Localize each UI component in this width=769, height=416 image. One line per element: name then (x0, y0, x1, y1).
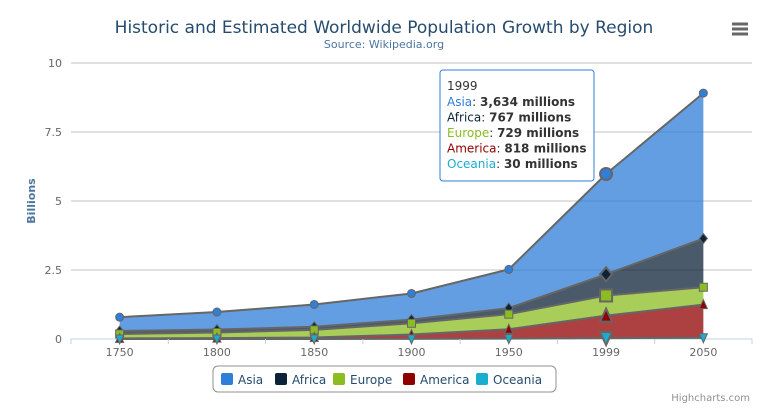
tooltip-value: 767 millions (489, 111, 571, 125)
legend-label[interactable]: Oceania (493, 373, 542, 387)
x-tick-label: 1750 (106, 346, 134, 359)
tooltip-box (439, 69, 595, 182)
chart-title: Historic and Estimated Worldwide Populat… (115, 18, 654, 38)
legend-item-asia[interactable]: Asia (221, 373, 263, 387)
area-asia (119, 93, 704, 332)
tooltip-row: Europe: 729 millions (447, 126, 579, 140)
legend-label[interactable]: America (420, 373, 470, 387)
point-america[interactable] (598, 306, 614, 323)
y-tick-label: 2.5 (45, 264, 63, 277)
tooltip-series-name: Europe (447, 126, 489, 140)
point-africa[interactable] (698, 232, 708, 245)
tooltip-colon: : (481, 111, 489, 125)
legend-swatch (221, 373, 233, 385)
legend-box (212, 365, 557, 393)
legend-swatch (333, 373, 345, 385)
point-oceania[interactable] (406, 334, 417, 346)
tooltip-series-name: Asia (447, 95, 472, 109)
point-europe[interactable] (504, 309, 514, 319)
tooltip-series-name: Africa (447, 111, 481, 125)
tooltip-header: 1999 (447, 79, 478, 93)
point-oceania[interactable] (309, 334, 319, 346)
tooltip-series-name: Oceania (447, 157, 496, 171)
point-america[interactable] (504, 323, 514, 334)
point-europe[interactable] (698, 282, 708, 292)
point-asia[interactable] (309, 299, 319, 309)
tooltip-value: 3,634 millions (480, 95, 575, 109)
tooltip-row: Africa: 767 millions (447, 111, 571, 125)
point-asia[interactable] (212, 307, 222, 317)
legend-swatch (403, 373, 415, 385)
tooltip-series-name: America (447, 142, 497, 156)
legend-label[interactable]: Europe (350, 373, 392, 387)
area-africa (119, 238, 704, 334)
y-tick-label: 0 (55, 333, 62, 346)
tooltip-value: 818 millions (504, 142, 586, 156)
x-tick-label: 2050 (689, 346, 717, 359)
point-asia[interactable] (504, 264, 514, 274)
point-asia[interactable] (698, 88, 708, 98)
tooltip-colon: : (497, 142, 505, 156)
tooltip-value: 30 millions (504, 157, 578, 171)
point-america[interactable] (698, 298, 709, 310)
y-tick-label: 10 (48, 57, 62, 70)
tooltip-value: 729 millions (497, 126, 579, 140)
hamburger-menu-icon[interactable] (732, 22, 748, 36)
x-tick-label: 1850 (300, 346, 328, 359)
tooltip-row: Oceania: 30 millions (447, 157, 578, 171)
chart-subtitle: Source: Wikipedia.org (324, 38, 444, 51)
point-europe[interactable] (407, 318, 416, 328)
tooltip-row: America: 818 millions (447, 142, 586, 156)
tooltip: 1999 Asia: 3,634 millions Africa: 767 mil… (439, 69, 595, 182)
legend-item-oceania[interactable]: Oceania (476, 373, 542, 387)
area-america (119, 304, 704, 339)
point-asia[interactable] (115, 312, 125, 322)
point-africa[interactable] (598, 265, 614, 283)
y-tick-label: 5 (55, 195, 62, 208)
x-tick-label: 1999 (592, 346, 620, 359)
tooltip-colon: : (472, 95, 480, 109)
legend-item-europe[interactable]: Europe (333, 373, 392, 387)
x-tick-label: 1800 (203, 346, 231, 359)
point-europe[interactable] (599, 288, 614, 303)
legend-swatch (476, 373, 488, 385)
x-tick-label: 1900 (398, 346, 426, 359)
y-tick-label: 7.5 (45, 126, 63, 139)
legend-label[interactable]: Asia (238, 373, 263, 387)
legend-item-africa[interactable]: Africa (275, 373, 326, 387)
legend-item-america[interactable]: America (403, 373, 470, 387)
point-oceania[interactable] (598, 331, 614, 348)
tooltip-colon: : (489, 126, 497, 140)
credits-link[interactable]: Highcharts.com (671, 393, 750, 404)
legend-label[interactable]: Africa (292, 373, 326, 387)
tooltip-row: Asia: 3,634 millions (447, 95, 575, 109)
point-asia[interactable] (407, 288, 416, 298)
menu-button[interactable] (728, 18, 752, 40)
point-oceania[interactable] (114, 334, 125, 346)
x-tick-label: 1950 (495, 346, 523, 359)
point-oceania[interactable] (504, 334, 514, 345)
point-oceania[interactable] (212, 334, 222, 346)
point-asia[interactable] (599, 167, 614, 182)
legend-swatch (275, 373, 287, 385)
point-oceania[interactable] (698, 333, 709, 344)
tooltip-colon: : (496, 157, 504, 171)
y-axis-label: Billions (25, 178, 38, 224)
